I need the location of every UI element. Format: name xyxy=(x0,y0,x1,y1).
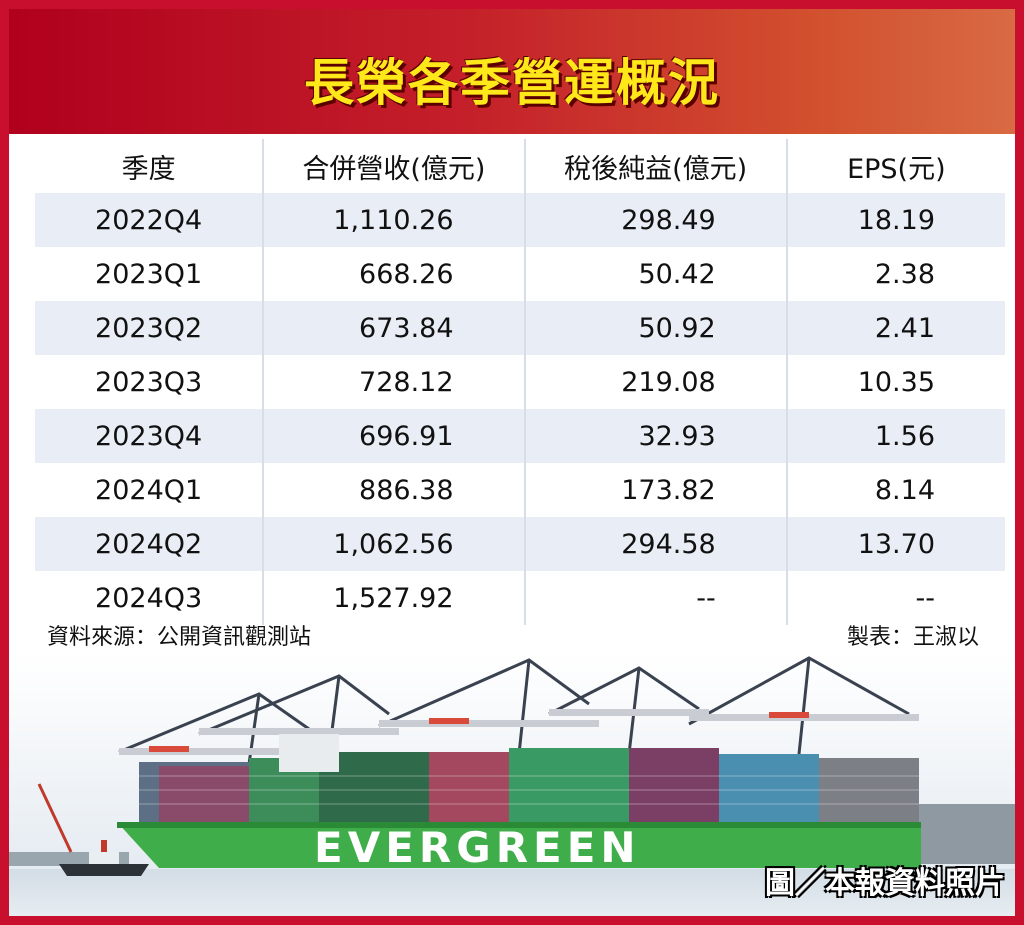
column-header-net-income: 稅後純益(億元) xyxy=(523,139,787,193)
cell-revenue: 1,062.56 xyxy=(262,517,525,571)
title-banner: 長榮各季營運概況 xyxy=(9,9,1015,134)
cell-net-income: 50.42 xyxy=(523,247,787,301)
cell-net-income: 32.93 xyxy=(523,409,787,463)
column-header-quarter: 季度 xyxy=(121,153,176,185)
table-row: 2024Q3 1,527.92 -- -- xyxy=(35,571,1005,625)
cell-revenue: 696.91 xyxy=(262,409,525,463)
photo-caption: 圖／本報資料照片 xyxy=(765,866,1005,901)
cell-quarter: 2024Q1 xyxy=(95,474,203,506)
column-header-eps: EPS(元) xyxy=(785,139,1005,193)
cell-eps: 13.70 xyxy=(785,517,1005,571)
cell-net-income: 219.08 xyxy=(523,355,787,409)
table-row: 2023Q4 696.91 32.93 1.56 xyxy=(35,409,1005,463)
cell-revenue: 668.26 xyxy=(262,247,525,301)
table-row: 2023Q1 668.26 50.42 2.38 xyxy=(35,247,1005,301)
cell-quarter: 2023Q4 xyxy=(35,409,264,463)
ship-photo: EVERGREEN 圖／本報資料照片 xyxy=(9,654,1015,916)
container-stacks xyxy=(139,734,919,824)
table-header-row: 季度 合併營收(億元) 稅後純益(億元) EPS(元) xyxy=(35,139,1005,193)
cell-revenue: 1,110.26 xyxy=(262,193,525,247)
column-header-revenue: 合併營收(億元) xyxy=(262,139,525,193)
cell-eps: 2.38 xyxy=(785,247,1005,301)
cell-net-income: 50.92 xyxy=(523,301,787,355)
cell-eps: 8.14 xyxy=(785,463,1005,517)
data-source-note: 資料來源：公開資訊觀測站 xyxy=(47,625,312,650)
table-row: 2024Q2 1,062.56 294.58 13.70 xyxy=(35,517,1005,571)
cell-net-income: 173.82 xyxy=(523,463,787,517)
page-title: 長榮各季營運概況 xyxy=(304,54,720,112)
cell-eps: 18.19 xyxy=(785,193,1005,247)
cell-quarter: 2024Q2 xyxy=(35,517,264,571)
table-row: 2022Q4 1,110.26 298.49 18.19 xyxy=(35,193,1005,247)
cell-quarter: 2022Q4 xyxy=(35,193,264,247)
cell-revenue: 1,527.92 xyxy=(262,571,525,625)
cell-quarter: 2023Q1 xyxy=(95,258,203,290)
table-row: 2024Q1 886.38 173.82 8.14 xyxy=(35,463,1005,517)
cell-eps: -- xyxy=(785,571,1005,625)
cell-eps: 2.41 xyxy=(785,301,1005,355)
table-row: 2023Q2 673.84 50.92 2.41 xyxy=(35,301,1005,355)
cell-net-income: 298.49 xyxy=(523,193,787,247)
cell-net-income: -- xyxy=(523,571,787,625)
cell-eps: 1.56 xyxy=(785,409,1005,463)
operations-table: 季度 合併營收(億元) 稅後純益(億元) EPS(元) 2022Q4 1,110… xyxy=(35,139,1005,625)
cell-revenue: 886.38 xyxy=(262,463,525,517)
container-ship-illustration: EVERGREEN xyxy=(9,654,1015,916)
hull-lettering: EVERGREEN xyxy=(314,823,641,872)
cell-revenue: 728.12 xyxy=(262,355,525,409)
cell-quarter: 2023Q3 xyxy=(95,366,203,398)
cell-revenue: 673.84 xyxy=(262,301,525,355)
ship-hull xyxy=(117,822,921,868)
cell-quarter: 2023Q2 xyxy=(35,301,264,355)
cell-quarter: 2024Q3 xyxy=(95,582,203,614)
cell-eps: 10.35 xyxy=(785,355,1005,409)
table-row: 2023Q3 728.12 219.08 10.35 xyxy=(35,355,1005,409)
table-maker-credit: 製表：王淑以 xyxy=(846,625,979,650)
cell-net-income: 294.58 xyxy=(523,517,787,571)
